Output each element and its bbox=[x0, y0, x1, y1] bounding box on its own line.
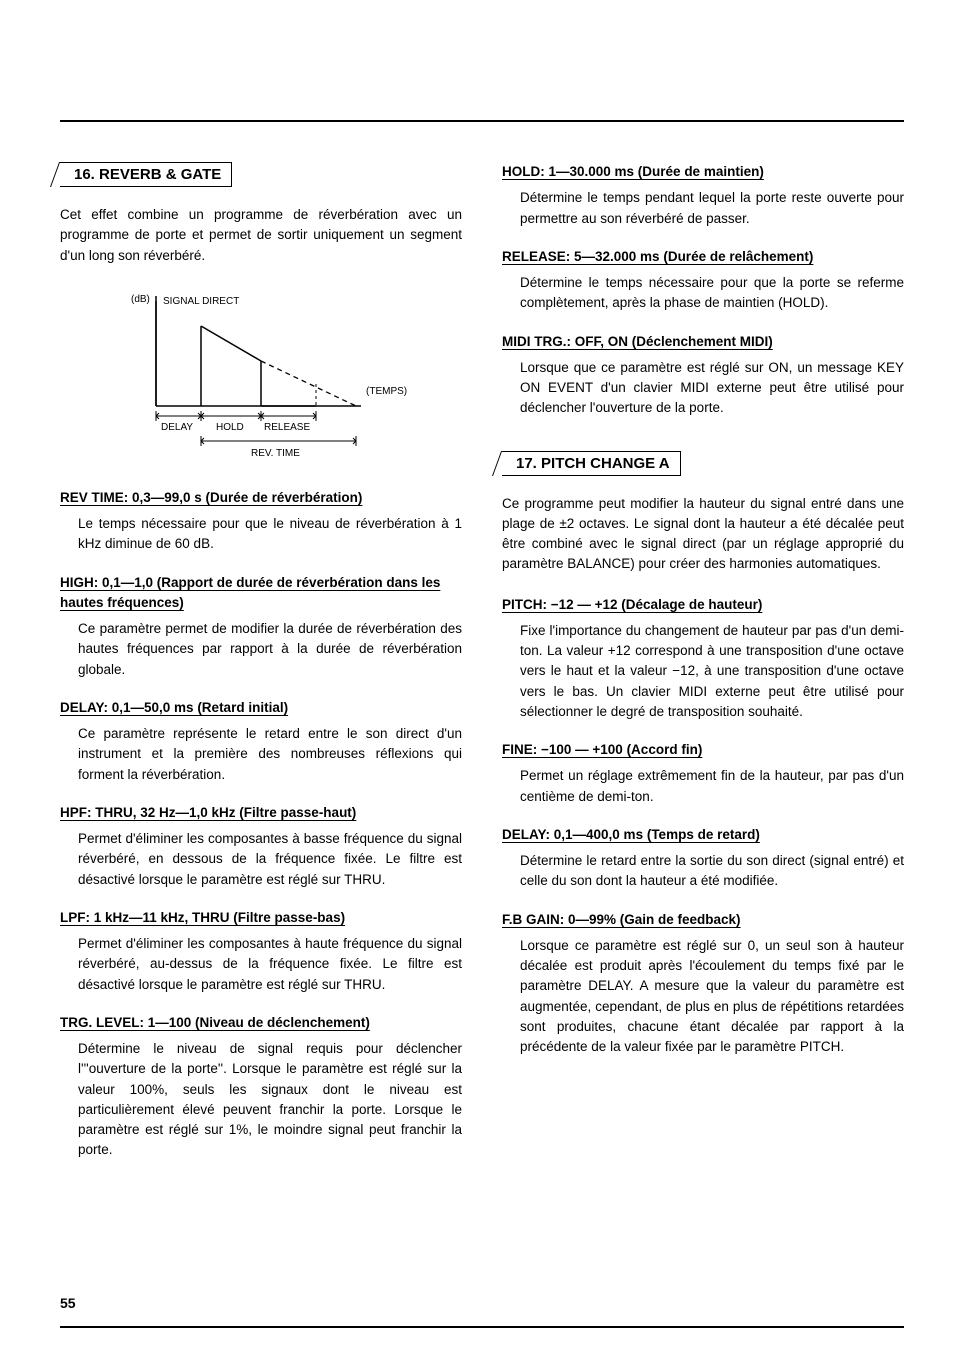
fb-gain-heading: F.B GAIN: 0—99% (Gain de feedback) bbox=[502, 910, 904, 930]
two-columns: 16. REVERB & GATE Cet effet combine un p… bbox=[60, 162, 904, 1179]
section-16-heading: 16. REVERB & GATE bbox=[60, 162, 232, 187]
high-body: Ce paramètre permet de modifier la durée… bbox=[78, 619, 462, 680]
left-column: 16. REVERB & GATE Cet effet combine un p… bbox=[60, 162, 462, 1179]
hold-heading: HOLD: 1—30.000 ms (Durée de maintien) bbox=[502, 162, 904, 182]
reverb-gate-diagram: (dB) SIGNAL DIRECT (TEMPS) DELAY HOLD RE… bbox=[60, 286, 462, 466]
diagram-hold-label: HOLD bbox=[216, 422, 244, 433]
high-heading: HIGH: 0,1—1,0 (Rapport de durée de réver… bbox=[60, 573, 462, 614]
fb-gain-body: Lorsque ce paramètre est réglé sur 0, un… bbox=[520, 936, 904, 1058]
section-17-intro: Ce programme peut modifier la hauteur du… bbox=[502, 494, 904, 575]
right-column: HOLD: 1—30.000 ms (Durée de maintien) Dé… bbox=[502, 162, 904, 1179]
bottom-rule bbox=[60, 1326, 904, 1328]
manual-page: 16. REVERB & GATE Cet effet combine un p… bbox=[0, 0, 954, 1351]
delay-heading: DELAY: 0,1—50,0 ms (Retard initial) bbox=[60, 698, 462, 718]
pitch-body: Fixe l'importance du changement de haute… bbox=[520, 621, 904, 722]
hpf-heading: HPF: THRU, 32 Hz—1,0 kHz (Filtre passe-h… bbox=[60, 803, 462, 823]
fine-body: Permet un réglage extrêmement fin de la … bbox=[520, 766, 904, 807]
diagram-y-label: (dB) bbox=[131, 294, 150, 305]
diagram-delay-label: DELAY bbox=[161, 422, 193, 433]
hpf-body: Permet d'éliminer les composantes à bass… bbox=[78, 829, 462, 890]
release-body: Détermine le temps nécessaire pour que l… bbox=[520, 273, 904, 314]
trg-level-body: Détermine le niveau de signal requis pou… bbox=[78, 1039, 462, 1161]
pitch-heading: PITCH: −12 — +12 (Décalage de hauteur) bbox=[502, 595, 904, 615]
lpf-body: Permet d'éliminer les composantes à haut… bbox=[78, 934, 462, 995]
delay17-body: Détermine le retard entre la sortie du s… bbox=[520, 851, 904, 892]
diagram-x-label: (TEMPS) bbox=[366, 386, 407, 397]
fine-heading: FINE: −100 — +100 (Accord fin) bbox=[502, 740, 904, 760]
page-number: 55 bbox=[60, 1295, 76, 1311]
delay17-heading: DELAY: 0,1—400,0 ms (Temps de retard) bbox=[502, 825, 904, 845]
lpf-heading: LPF: 1 kHz—11 kHz, THRU (Filtre passe-ba… bbox=[60, 908, 462, 928]
release-heading: RELEASE: 5—32.000 ms (Durée de relâcheme… bbox=[502, 247, 904, 267]
rev-time-body: Le temps nécessaire pour que le niveau d… bbox=[78, 514, 462, 555]
diagram-revtime-label: REV. TIME bbox=[251, 448, 300, 459]
delay-body: Ce paramètre représente le retard entre … bbox=[78, 724, 462, 785]
section-17-heading: 17. PITCH CHANGE A bbox=[502, 451, 681, 476]
midi-trg-body: Lorsque que ce paramètre est réglé sur O… bbox=[520, 358, 904, 419]
rev-time-heading: REV TIME: 0,3—99,0 s (Durée de réverbéra… bbox=[60, 488, 462, 508]
hold-body: Détermine le temps pendant lequel la por… bbox=[520, 188, 904, 229]
diagram-release-label: RELEASE bbox=[264, 422, 310, 433]
diagram-signal-direct-label: SIGNAL DIRECT bbox=[163, 296, 239, 307]
midi-trg-heading: MIDI TRG.: OFF, ON (Déclenchement MIDI) bbox=[502, 332, 904, 352]
trg-level-heading: TRG. LEVEL: 1—100 (Niveau de déclencheme… bbox=[60, 1013, 462, 1033]
section-16-intro: Cet effet combine un programme de réverb… bbox=[60, 205, 462, 266]
top-rule bbox=[60, 120, 904, 122]
